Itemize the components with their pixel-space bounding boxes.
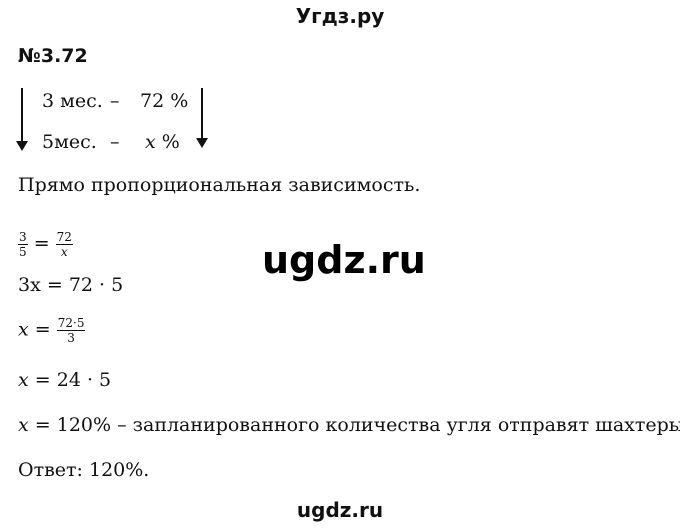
step4: x = 120% – запланированного количества у…	[18, 414, 680, 436]
step3: x = 24 · 5	[18, 369, 112, 391]
answer: Ответ: 120%.	[18, 459, 150, 481]
statement: Прямо пропорциональная зависимость.	[18, 174, 421, 196]
problem-number: №3.72	[18, 45, 88, 67]
footer-site: ugdz.ru	[296, 498, 384, 522]
row1-percent: 72 %	[140, 90, 189, 112]
step1: 3x = 72 · 5	[18, 274, 124, 296]
watermark: ugdz.ru	[262, 238, 426, 282]
arrow-down-right-icon	[196, 88, 208, 148]
arrow-down-left-icon	[16, 88, 28, 151]
row2-percent: x %	[145, 131, 180, 153]
site-title: Угдз.ру	[295, 4, 385, 28]
row1-dash: –	[110, 90, 120, 112]
row2-dash: –	[110, 131, 120, 153]
step2: x = 72·5 3	[18, 316, 86, 345]
row2-months: 5мес.	[42, 131, 97, 153]
row1-months: 3 мес.	[42, 90, 103, 112]
